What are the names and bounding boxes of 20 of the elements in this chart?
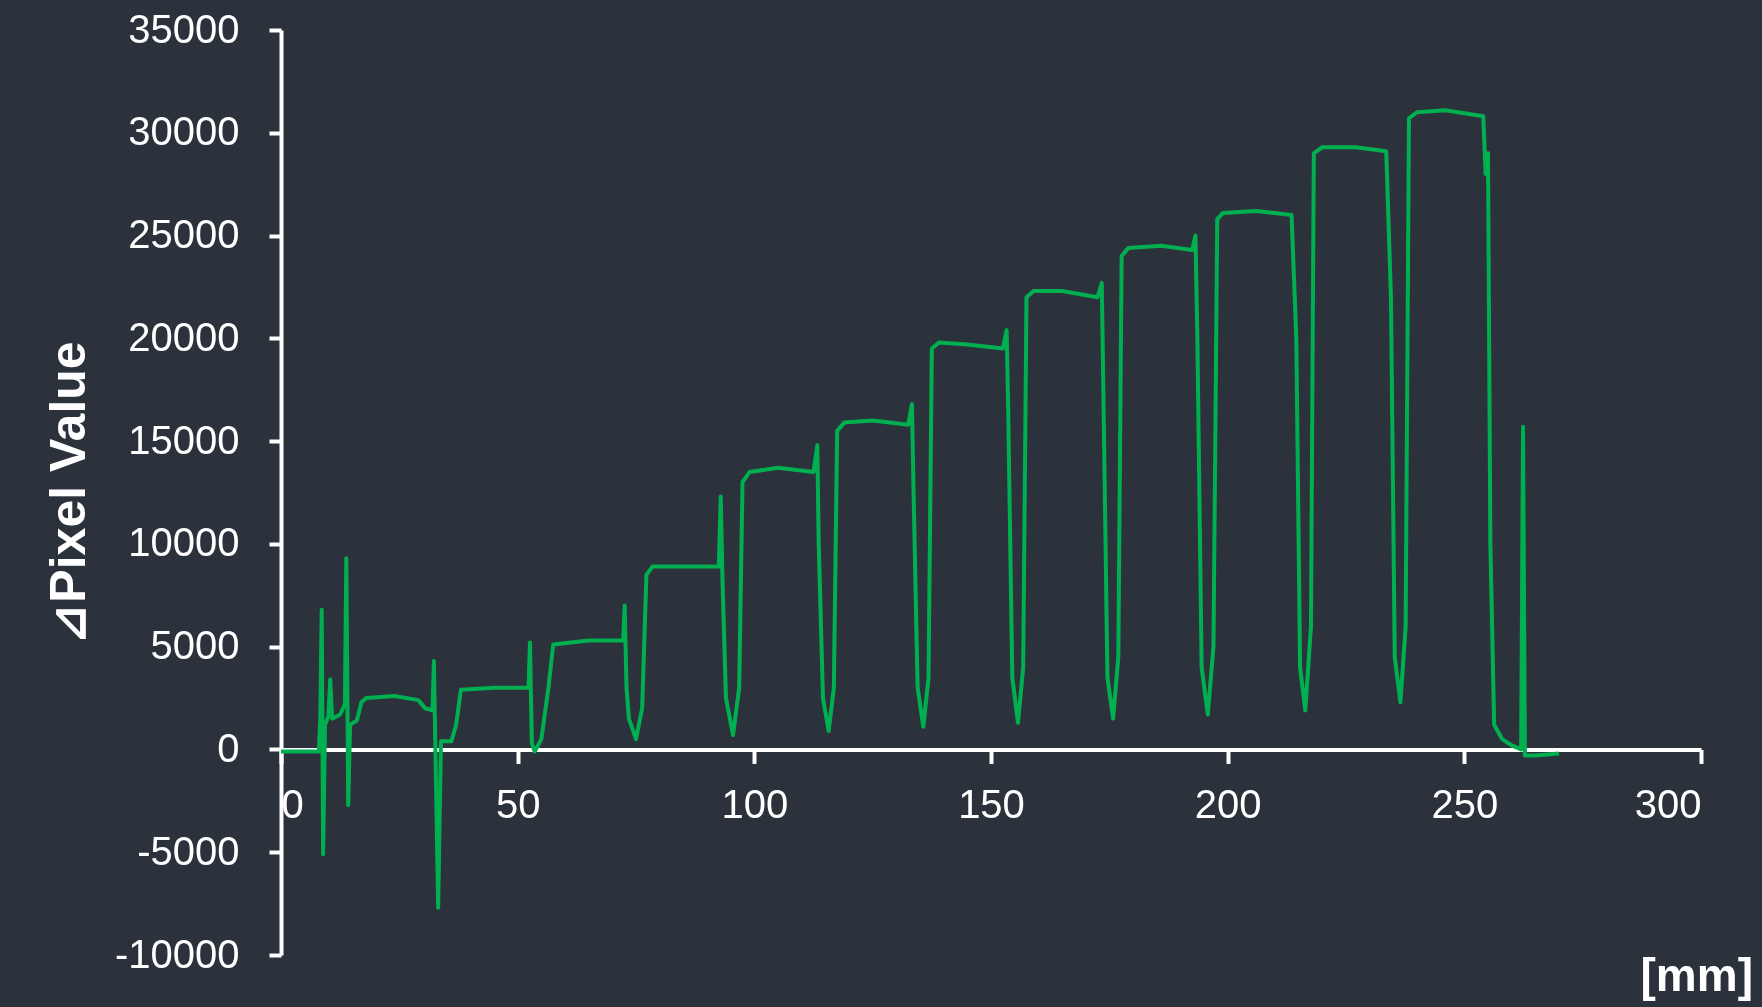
y-tick-label: -10000 <box>114 931 240 976</box>
x-axis-title: [mm] <box>1640 949 1753 1001</box>
y-tick-label: 5000 <box>150 623 240 668</box>
x-tick-label: 250 <box>1431 781 1499 826</box>
y-tick-label: 15000 <box>128 417 240 462</box>
x-tick-label: 150 <box>958 781 1025 826</box>
y-tick-label: 30000 <box>128 109 240 154</box>
x-tick-label: 300 <box>1634 781 1702 826</box>
x-tick-label: 50 <box>495 781 541 826</box>
x-tick-label: 100 <box>721 781 789 826</box>
y-tick-label: 25000 <box>128 212 240 257</box>
line-series <box>279 108 1561 910</box>
y-tick-label: -5000 <box>137 828 240 873</box>
x-tick-label: 200 <box>1194 781 1262 826</box>
y-tick-label: 35000 <box>128 6 240 51</box>
y-tick-label: 0 <box>217 725 240 770</box>
y-axis-title: ⊿Pixel Value <box>39 341 96 645</box>
y-tick-label: 20000 <box>128 314 240 359</box>
x-tick-label: 0 <box>281 781 304 826</box>
y-tick-label: 10000 <box>128 520 240 565</box>
